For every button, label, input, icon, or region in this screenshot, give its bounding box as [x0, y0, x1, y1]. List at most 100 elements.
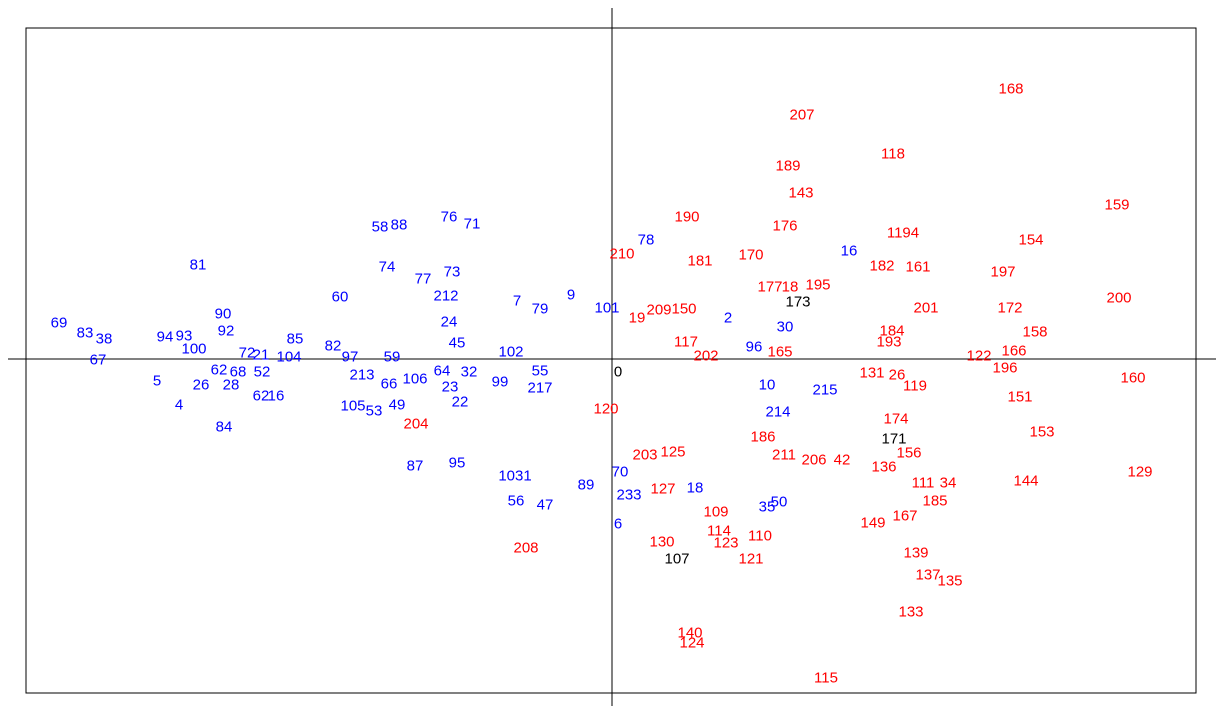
- point-label: 166: [1001, 343, 1026, 360]
- point-label: 6: [614, 516, 622, 533]
- point-label: 85: [287, 331, 304, 348]
- point-label: 9: [567, 287, 575, 304]
- point-label: 74: [379, 259, 396, 276]
- point-label: 121: [738, 551, 763, 568]
- point-label: 185: [922, 493, 947, 510]
- point-label: 207: [789, 107, 814, 124]
- point-label: 1031: [498, 468, 531, 485]
- point-label: 167: [892, 508, 917, 525]
- point-label: 45: [449, 335, 466, 352]
- point-label: 56: [508, 493, 525, 510]
- point-label: 18: [687, 480, 704, 497]
- point-label: 129: [1127, 464, 1152, 481]
- point-label: 71: [464, 216, 481, 233]
- point-label: 176: [772, 218, 797, 235]
- point-label: 203: [632, 447, 657, 464]
- point-label: 34: [940, 475, 957, 492]
- point-label: 55: [532, 363, 549, 380]
- point-label: 137: [915, 567, 940, 584]
- point-label: 130: [649, 534, 674, 551]
- point-label: 89: [578, 477, 595, 494]
- point-label: 79: [532, 301, 549, 318]
- point-label: 49: [389, 397, 406, 414]
- point-label: 88: [391, 217, 408, 234]
- point-label: 114: [707, 523, 731, 540]
- point-label: 106: [402, 371, 427, 388]
- point-label: 213: [349, 367, 374, 384]
- point-label: 109: [703, 504, 728, 521]
- point-label: 0: [614, 364, 622, 381]
- point-label: 99: [492, 374, 509, 391]
- point-label: 168: [998, 81, 1023, 98]
- point-label: 93: [176, 328, 193, 345]
- point-label: 211: [772, 447, 796, 464]
- point-label: 123: [713, 535, 738, 552]
- point-label: 105: [340, 398, 365, 415]
- point-label: 144: [1013, 473, 1038, 490]
- point-label: 156: [896, 445, 921, 462]
- point-label: 4: [175, 397, 183, 414]
- point-label: 165: [767, 344, 792, 361]
- point-label: 182: [869, 258, 894, 275]
- point-label: 117: [674, 334, 698, 351]
- point-label: 172: [997, 300, 1022, 317]
- point-label: 110: [748, 528, 772, 545]
- point-label: 69: [51, 315, 68, 332]
- point-label: 101: [594, 300, 619, 317]
- point-label: 196: [992, 360, 1017, 377]
- point-label: 202: [693, 348, 718, 365]
- point-label: 208: [513, 540, 538, 557]
- point-label: 181: [687, 253, 712, 270]
- point-label: 131: [859, 365, 884, 382]
- point-label: 62: [211, 362, 228, 379]
- point-label: 90: [215, 306, 232, 323]
- point-label: 76: [441, 209, 458, 226]
- point-label: 209: [646, 302, 671, 319]
- point-label: 21: [253, 347, 270, 364]
- point-label: 26: [889, 367, 906, 384]
- point-label: 32: [461, 364, 478, 381]
- point-label: 193: [876, 334, 901, 351]
- point-label: 118: [881, 146, 905, 163]
- point-label: 127: [650, 481, 675, 498]
- point-label: 124: [679, 635, 704, 652]
- point-label: 115: [814, 670, 838, 687]
- point-label: 140: [677, 625, 702, 642]
- point-label: 5: [153, 373, 161, 390]
- point-label: 150: [671, 301, 696, 318]
- point-label: 95: [449, 455, 466, 472]
- point-label: 47: [537, 497, 554, 514]
- point-label: 53: [366, 403, 383, 420]
- point-label: 170: [738, 247, 763, 264]
- point-label: 120: [593, 401, 618, 418]
- point-label: 58: [372, 219, 389, 236]
- point-label: 210: [609, 246, 634, 263]
- point-label: 104: [276, 349, 301, 366]
- point-label: 66: [381, 376, 398, 393]
- point-label: 97: [342, 349, 359, 366]
- point-label: 102: [498, 344, 523, 361]
- point-label: 159: [1104, 197, 1129, 214]
- point-label: 62: [253, 388, 270, 405]
- point-label: 195: [805, 277, 830, 294]
- point-label: 77: [415, 271, 432, 288]
- point-label: 153: [1029, 424, 1054, 441]
- point-label: 125: [660, 444, 685, 461]
- point-label: 100: [181, 341, 206, 358]
- point-label: 149: [860, 515, 885, 532]
- point-label: 111: [912, 475, 935, 492]
- point-label: 136: [871, 459, 896, 476]
- point-label: 10: [759, 377, 776, 394]
- point-label: 60: [332, 289, 349, 306]
- point-label: 94: [157, 329, 174, 346]
- point-label: 30: [777, 319, 794, 336]
- point-label: 139: [903, 545, 928, 562]
- point-label: 81: [190, 257, 207, 274]
- point-label: 173: [785, 294, 810, 311]
- point-label: 204: [403, 416, 428, 433]
- point-label: 72: [239, 345, 256, 362]
- point-label: 201: [913, 300, 938, 317]
- point-label: 28: [223, 377, 240, 394]
- point-label: 135: [937, 573, 962, 590]
